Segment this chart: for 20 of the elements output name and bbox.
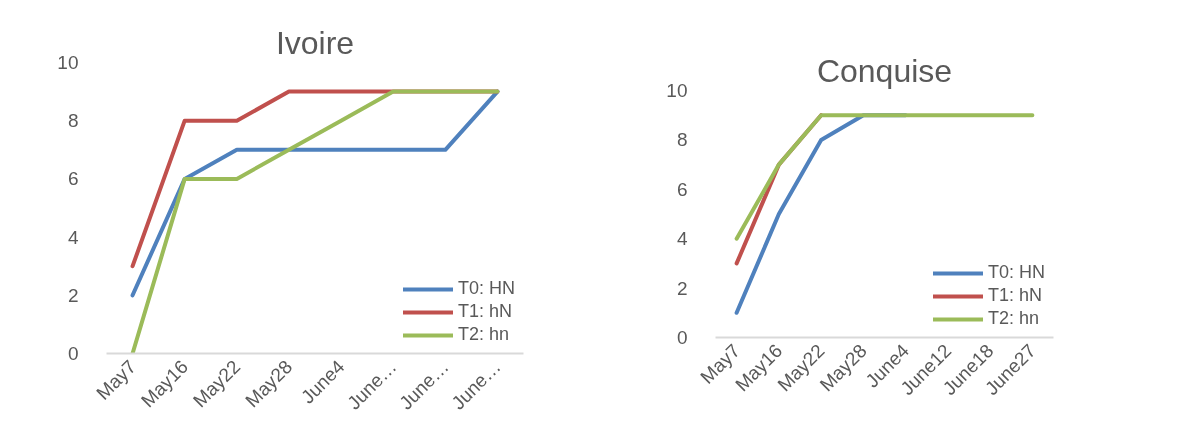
legend-label: T0: HN	[457, 278, 515, 299]
y-tick-label: 6	[67, 168, 79, 190]
y-tick-label: 0	[676, 327, 688, 348]
legend-label: T2: hn	[457, 324, 510, 345]
chart-title: Ivoire	[275, 24, 355, 61]
y-tick-label: 2	[67, 284, 79, 306]
y-tick-label: 0	[67, 343, 79, 364]
y-tick-label: 8	[676, 129, 688, 151]
y-tick-label: 8	[67, 110, 79, 132]
legend-label: T1: hN	[457, 301, 513, 322]
y-tick-label: 10	[666, 80, 688, 101]
y-tick-label: 10	[57, 52, 79, 73]
y-tick-label: 4	[676, 228, 688, 250]
y-tick-label: 6	[676, 178, 688, 200]
y-tick-label: 4	[67, 226, 79, 248]
legend-label: T2: hn	[987, 308, 1040, 329]
legend-label: T0: HN	[987, 262, 1045, 283]
legend-label: T1: hN	[987, 285, 1043, 306]
y-tick-label: 2	[676, 277, 688, 299]
chart-title: Conquise	[816, 52, 953, 89]
